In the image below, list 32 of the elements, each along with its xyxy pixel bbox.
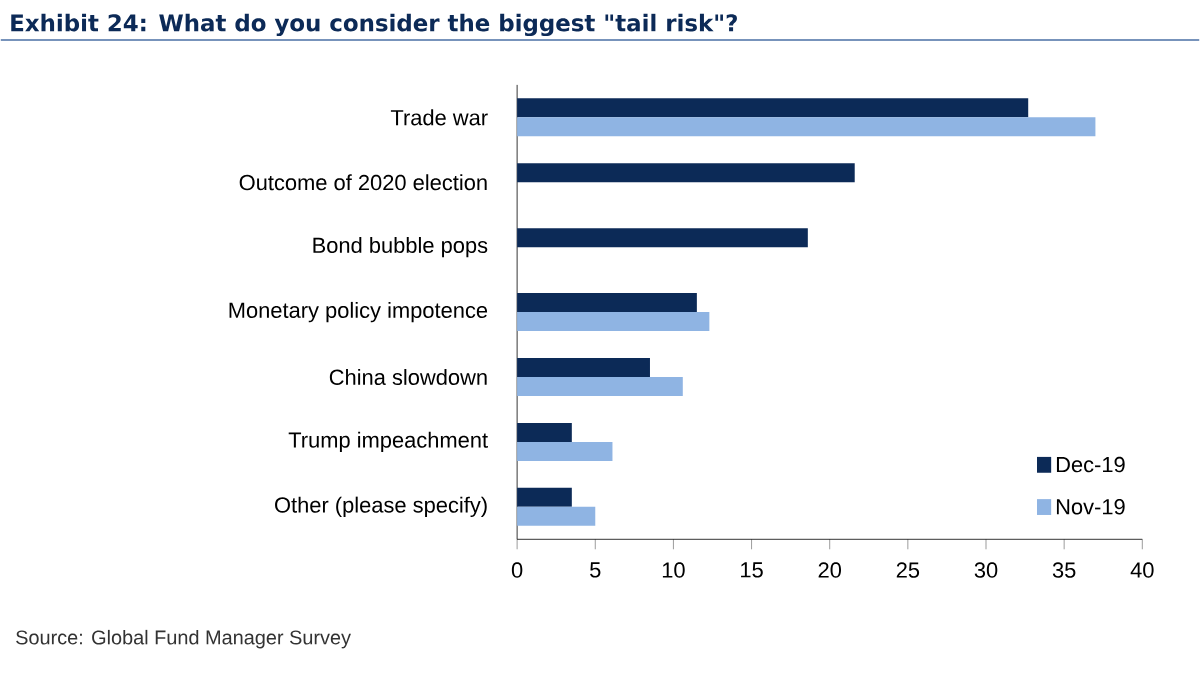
bar: [517, 163, 855, 183]
y-tick-label: Outcome of 2020 election: [239, 174, 487, 191]
legend-label: Dec-19: [1056, 456, 1125, 473]
y-tick-label: Other (please specify): [275, 496, 487, 517]
bar: [517, 98, 1029, 118]
bar: [517, 312, 710, 332]
x-tick-label: 40: [1130, 562, 1154, 578]
source-note: Source: Global Fund Manager Survey: [16, 629, 351, 649]
x-tick-label: 20: [818, 562, 842, 578]
x-tick-label: 5: [590, 562, 601, 578]
x-tick-label: 35: [1052, 562, 1076, 578]
bar: [517, 228, 808, 248]
x-tick-label: 30: [974, 562, 998, 578]
bar: [517, 422, 572, 442]
bar: [517, 357, 650, 377]
chart-title: Exhibit 24: What do you consider the biggest "tail risk"?: [11, 13, 737, 37]
bar: [517, 376, 683, 396]
legend-label: Nov-19: [1056, 499, 1125, 515]
y-tick-label: China slowdown: [329, 368, 487, 385]
x-tick-label: 0: [511, 562, 523, 578]
bar: [517, 117, 1096, 137]
y-tick-label: Bond bubble pops: [313, 236, 488, 258]
bar: [517, 441, 613, 461]
y-tick-label: Trade war: [390, 109, 488, 126]
x-tick-label: 25: [896, 562, 920, 578]
x-tick-label: 15: [741, 562, 763, 578]
bar: [517, 487, 572, 507]
bar: [517, 293, 697, 313]
y-tick-label: Trump impeachment: [288, 431, 488, 453]
x-tick-label: 10: [662, 562, 685, 578]
y-tick-label: Monetary policy impotence: [229, 301, 488, 323]
bar: [517, 506, 596, 526]
